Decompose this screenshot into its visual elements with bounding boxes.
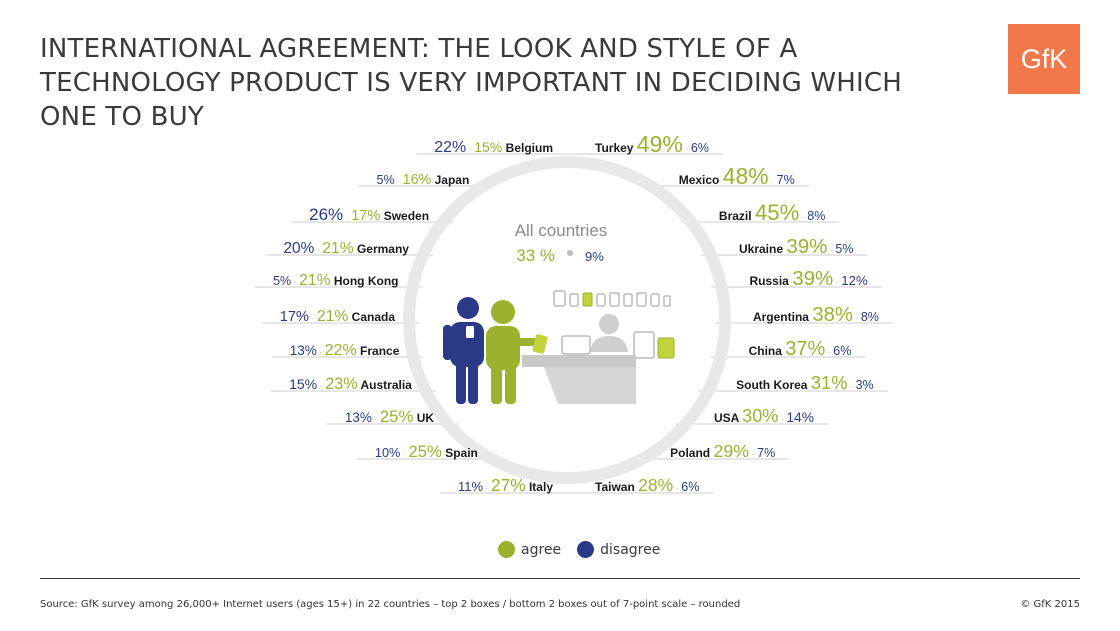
row-text-brazil: Brazil 45% · 8% [719, 200, 825, 225]
row-text-spain: 10% · 25% Spain [375, 442, 478, 461]
shopping-illustration [443, 290, 675, 404]
shopper-person-icon [486, 300, 548, 404]
page-title: INTERNATIONAL AGREEMENT: THE LOOK AND ST… [40, 34, 903, 132]
legend-agree: agree [498, 541, 561, 558]
row-spain: 10% · 25% Spain [375, 442, 478, 461]
row-text-turkey: Turkey 49% · 6% [595, 131, 709, 157]
footer-divider [40, 578, 1080, 579]
row-text-taiwan: Taiwan 28% · 6% [595, 475, 699, 495]
row-text-ukraine: Ukraine 39% · 5% [739, 235, 854, 258]
legend: agree disagree [498, 541, 676, 558]
all-countries-label: All countries [515, 221, 608, 240]
row-text-sweden: 26% · 17% Sweden [309, 205, 429, 224]
row-south-korea: South Korea 31% · 3% [736, 372, 874, 393]
copyright: © GfK 2015 [1020, 599, 1080, 610]
customer-person-icon [443, 297, 484, 404]
source-note: Source: GfK survey among 26,000+ Interne… [40, 599, 741, 610]
row-turkey: Turkey 49% · 6% [595, 131, 709, 157]
legend-disagree-label: disagree [600, 541, 661, 558]
row-text-australia: 15% · 23% Australia [289, 375, 412, 393]
right-country-labels: Turkey 49% · 6% Mexico 48% · 7% Brazil 45%… [595, 131, 879, 495]
row-poland: Poland 29% · 7% [670, 441, 775, 461]
connector-lines [255, 153, 893, 494]
row-text-italy: 11% · 27% Italy [458, 475, 553, 495]
row-canada: 17% · 21% Canada [280, 308, 396, 325]
row-text-france: 13% · 22% France [290, 342, 400, 359]
row-germany: 20% · 21% Germany [283, 240, 409, 257]
row-italy: 11% · 27% Italy [458, 475, 553, 495]
row-hong-kong: 5% · 21% Hong Kong [273, 272, 398, 289]
legend-disagree: disagree [577, 541, 660, 558]
all-countries-agree-value: 33 % [516, 246, 555, 265]
row-russia: Russia 39% · 12% [750, 267, 868, 290]
row-text-south-korea: South Korea 31% · 3% [736, 372, 874, 393]
disagree-dot-icon [577, 541, 595, 558]
legend-agree-label: agree [521, 541, 562, 558]
row-text-japan: 5% · 16% Japan [377, 172, 470, 188]
row-text-belgium: 22% · 15% Belgium [434, 139, 553, 156]
row-uk: 13% · 25% UK [345, 407, 435, 426]
row-text-argentina: Argentina 38% · 8% [753, 304, 879, 326]
row-australia: 15% · 23% Australia [289, 375, 412, 393]
row-text-uk: 13% · 25% UK [345, 407, 435, 426]
row-taiwan: Taiwan 28% · 6% [595, 475, 699, 495]
row-text-poland: Poland 29% · 7% [670, 441, 775, 461]
row-japan: 5% · 16% Japan [377, 172, 470, 188]
row-text-russia: Russia 39% · 12% [750, 267, 868, 290]
row-brazil: Brazil 45% · 8% [719, 200, 825, 225]
agree-dot-icon [498, 541, 515, 558]
row-argentina: Argentina 38% · 8% [753, 304, 879, 326]
row-usa: USA 30% · 14% [714, 406, 814, 426]
center-ring [403, 156, 731, 484]
row-belgium: 22% · 15% Belgium [434, 139, 553, 156]
left-country-labels: 22% · 15% Belgium 5% · 16% Japan 26% · 17%… [273, 139, 553, 495]
row-text-germany: 20% · 21% Germany [283, 240, 409, 257]
gfk-logo: GfK [1008, 24, 1080, 94]
row-text-china: China 37% · 6% [749, 338, 852, 360]
row-sweden: 26% · 17% Sweden [309, 205, 429, 224]
row-mexico: Mexico 48% · 7% [679, 163, 795, 189]
row-text-hong-kong: 5% · 21% Hong Kong [273, 272, 398, 289]
counter-seller-icon [522, 314, 675, 404]
shelf-devices-icon [553, 290, 671, 307]
row-text-mexico: Mexico 48% · 7% [679, 163, 795, 189]
all-countries-separator-dot [567, 250, 573, 256]
all-countries-disagree-value: 9% [585, 249, 604, 264]
row-text-canada: 17% · 21% Canada [280, 308, 396, 325]
row-text-usa: USA 30% · 14% [714, 406, 814, 426]
row-ukraine: Ukraine 39% · 5% [739, 235, 854, 258]
row-france: 13% · 22% France [290, 342, 400, 359]
row-china: China 37% · 6% [749, 338, 852, 360]
